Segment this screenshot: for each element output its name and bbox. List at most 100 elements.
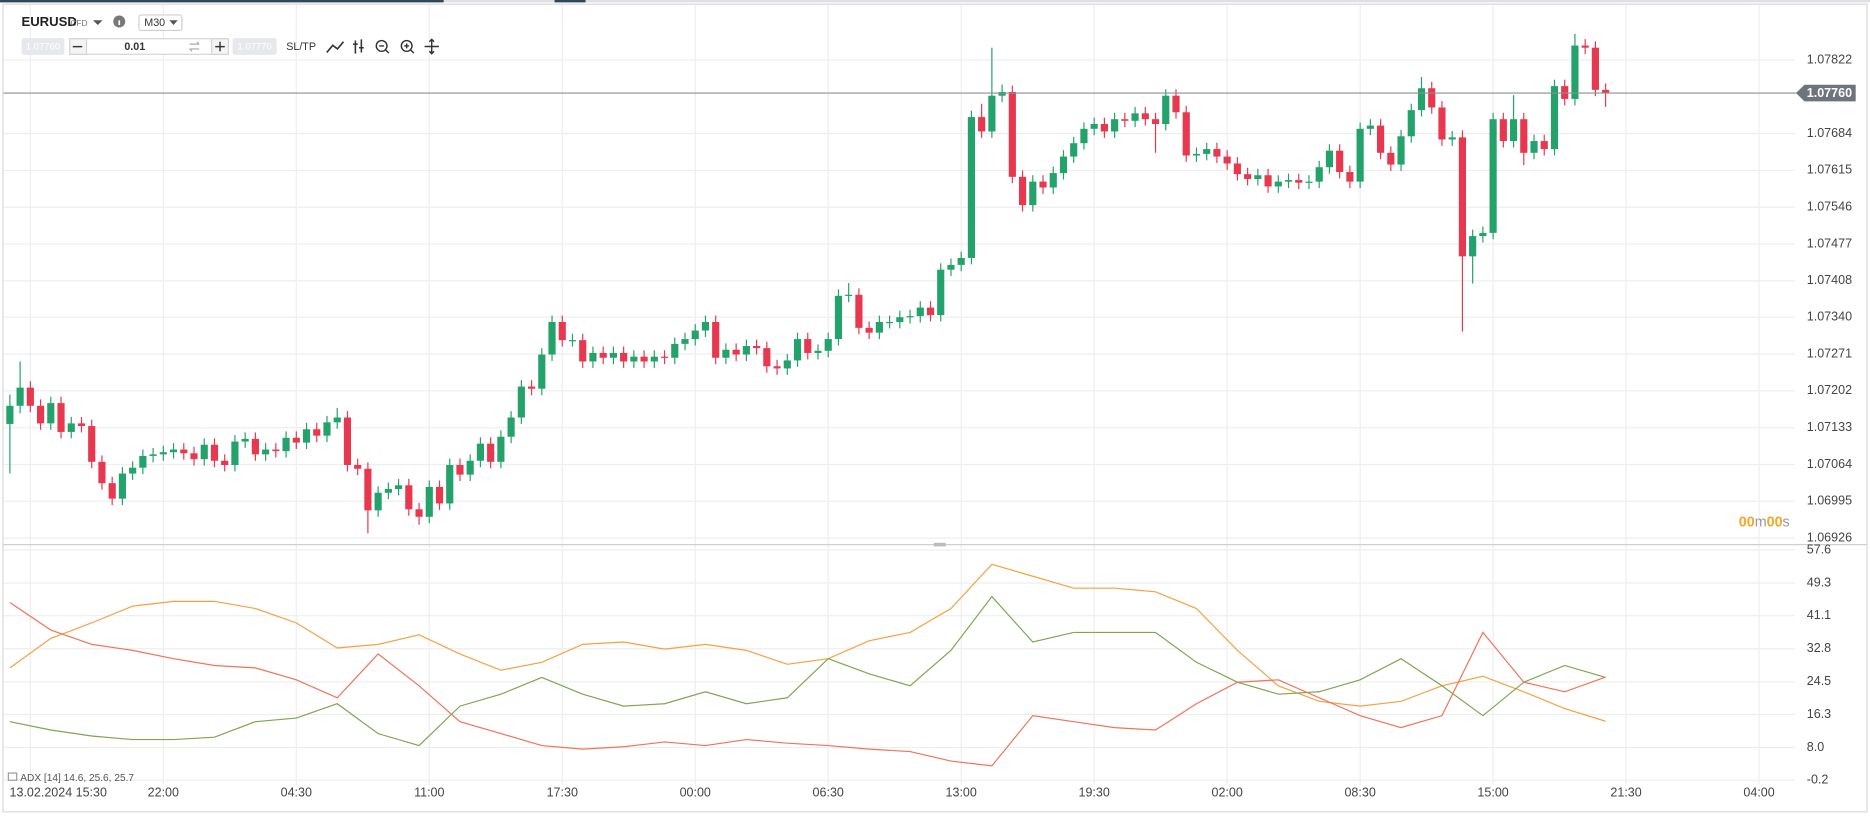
buy-price[interactable]: 1.07770 bbox=[237, 42, 271, 53]
sell-price[interactable]: 1.07760 bbox=[26, 42, 60, 53]
indicator-icon[interactable] bbox=[7, 772, 18, 781]
candle-body bbox=[354, 465, 362, 469]
candle-body bbox=[251, 438, 259, 455]
candle-body bbox=[210, 444, 219, 461]
candle-body bbox=[1100, 124, 1108, 132]
timeframe-box[interactable] bbox=[138, 14, 183, 32]
candle-body bbox=[886, 321, 894, 324]
candle-body bbox=[1407, 110, 1415, 137]
grid bbox=[3, 4, 1795, 785]
candle-body bbox=[1162, 95, 1170, 125]
candle-body bbox=[98, 461, 106, 484]
candle-body bbox=[1213, 149, 1221, 157]
symbol[interactable]: EURUSD bbox=[21, 14, 76, 29]
candle-body bbox=[1090, 124, 1098, 129]
buy-box[interactable] bbox=[232, 38, 277, 55]
candle-body bbox=[1192, 153, 1201, 156]
candle-body bbox=[1080, 128, 1088, 144]
candle-body bbox=[957, 257, 965, 265]
crosshair-tool[interactable] bbox=[424, 38, 439, 55]
y-tick-label: 1.06926 bbox=[1807, 530, 1852, 544]
candle-body bbox=[671, 343, 679, 358]
candle-body bbox=[425, 486, 433, 517]
candle-body bbox=[875, 321, 883, 333]
y-tick-label: 8.0 bbox=[1807, 740, 1824, 754]
candle-body bbox=[487, 443, 495, 462]
x-tick-label: 11:00 bbox=[414, 786, 444, 800]
candle-body bbox=[988, 95, 996, 132]
zoom-out[interactable] bbox=[375, 39, 388, 53]
candle-body bbox=[640, 356, 648, 362]
candle-body bbox=[139, 455, 147, 468]
candle-body bbox=[323, 422, 331, 436]
candle-body bbox=[701, 321, 710, 331]
y-tick-label: 1.07064 bbox=[1807, 457, 1852, 471]
candle-body bbox=[364, 468, 372, 511]
candle-body bbox=[814, 350, 822, 353]
candle-body bbox=[16, 387, 24, 406]
candle-body bbox=[118, 473, 126, 499]
resize-handle[interactable] bbox=[933, 542, 946, 547]
sl-tp[interactable]: SL/TP bbox=[286, 41, 316, 53]
y-tick-label: 1.07546 bbox=[1807, 200, 1852, 214]
candle-body bbox=[620, 352, 628, 362]
candle-body bbox=[169, 449, 178, 453]
candle-body bbox=[47, 403, 55, 424]
candle-body bbox=[231, 441, 239, 466]
zoom-in[interactable] bbox=[400, 39, 413, 53]
x-tick-label: 13:00 bbox=[946, 786, 977, 800]
info-glyph bbox=[118, 20, 121, 26]
y-tick-label: 1.07133 bbox=[1807, 420, 1852, 434]
candle-body bbox=[1346, 172, 1354, 182]
candle-body bbox=[200, 444, 208, 460]
candle-body bbox=[742, 346, 750, 355]
candle-body bbox=[374, 492, 382, 511]
candle-body bbox=[159, 452, 167, 455]
candle-body bbox=[1458, 137, 1466, 257]
candle-body bbox=[1336, 150, 1344, 173]
candle-body bbox=[896, 317, 904, 322]
candle-body bbox=[865, 327, 873, 333]
candle-body bbox=[1417, 88, 1426, 111]
line-tool[interactable] bbox=[326, 41, 345, 54]
candle-body bbox=[77, 423, 86, 427]
lot-size[interactable]: 0.01 bbox=[124, 41, 145, 53]
candle-body bbox=[1469, 236, 1477, 257]
candle-body bbox=[343, 417, 352, 466]
timeframe-dropdown[interactable] bbox=[169, 20, 178, 26]
candle-body bbox=[57, 403, 65, 432]
candle-body bbox=[906, 316, 914, 318]
candle-body bbox=[1366, 125, 1374, 129]
countdown-part: 00 bbox=[1739, 514, 1755, 530]
sell-box[interactable] bbox=[21, 38, 65, 55]
y-tick-label: 49.3 bbox=[1807, 575, 1831, 589]
candle-body bbox=[1070, 143, 1078, 157]
swap-icon[interactable] bbox=[189, 41, 200, 52]
candle-body bbox=[507, 417, 515, 437]
y-tick-label: 24.5 bbox=[1807, 674, 1831, 688]
timeframe[interactable]: M30 bbox=[144, 17, 165, 29]
y-tick-label: 57.6 bbox=[1807, 542, 1831, 556]
candle-body bbox=[783, 360, 791, 369]
candle-body bbox=[6, 405, 14, 424]
y-tick-label: 1.07271 bbox=[1807, 346, 1852, 360]
candle-body bbox=[538, 354, 546, 389]
symbol-dropdown[interactable] bbox=[93, 20, 103, 26]
candle-body bbox=[1131, 113, 1139, 121]
candle-body bbox=[579, 340, 587, 362]
candle-body bbox=[456, 465, 464, 475]
tab-indicator bbox=[0, 0, 444, 3]
candle-body bbox=[558, 321, 566, 341]
candle-body bbox=[660, 356, 669, 358]
chart-type-tool[interactable] bbox=[353, 39, 364, 54]
candle-body bbox=[773, 366, 781, 369]
candle-body bbox=[1039, 181, 1047, 188]
candle-body bbox=[282, 437, 290, 452]
candle-body bbox=[753, 346, 761, 349]
lot-input[interactable] bbox=[69, 38, 229, 55]
candle-body bbox=[599, 352, 607, 358]
candle-body bbox=[149, 454, 157, 456]
candle-body bbox=[333, 417, 341, 423]
candle-body bbox=[1049, 173, 1057, 188]
x-tick-label: 21:30 bbox=[1610, 786, 1641, 800]
